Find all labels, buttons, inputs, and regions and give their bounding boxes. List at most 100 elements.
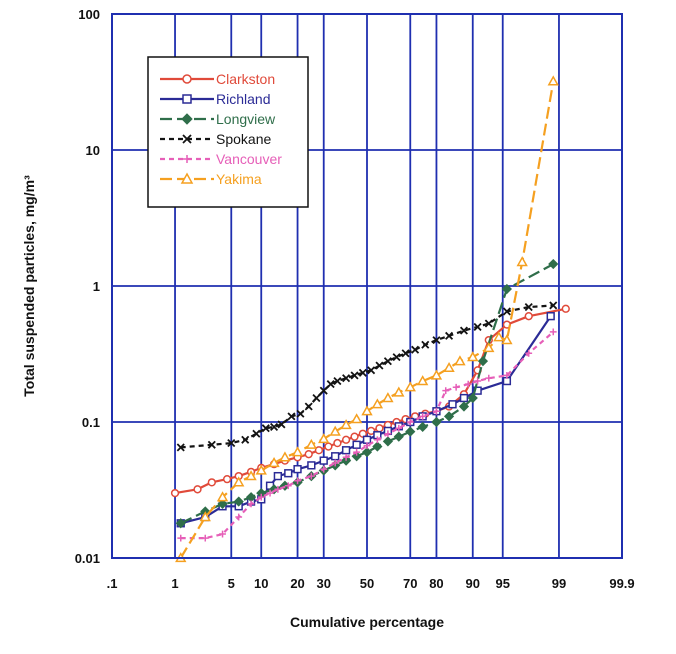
series-line-richland <box>180 315 552 525</box>
point-vancouver-26 <box>485 374 493 382</box>
point-vancouver-2 <box>219 530 226 538</box>
tick-label-layer: .1 1 5 10 20 30 50 70 80 90 95 99 99.9 0.01 0.1 1 10 100 <box>75 7 635 591</box>
point-spokane-7 <box>277 420 286 429</box>
point-spokane-9 <box>296 409 305 418</box>
x-tick-label-95: 95 <box>495 576 509 591</box>
point-spokane-3 <box>241 435 250 444</box>
series-line-vancouver <box>180 331 555 540</box>
point-clarkston-12 <box>324 442 333 451</box>
point-yakima-15 <box>371 398 384 409</box>
point-clarkston-14 <box>341 435 351 444</box>
point-vancouver-6 <box>266 489 274 497</box>
point-spokane-24 <box>421 340 430 349</box>
y-tick-label-10: 10 <box>86 143 100 158</box>
point-vancouver-3 <box>235 513 243 521</box>
point-vancouver-7 <box>274 485 282 493</box>
legend-label-richland: Richland <box>216 91 270 107</box>
point-vancouver-8 <box>284 482 292 490</box>
point-richland-10 <box>307 461 316 470</box>
point-clarkston-31 <box>561 304 570 313</box>
point-longview-0 <box>175 518 186 529</box>
legend-marker-yakima <box>180 172 194 184</box>
point-yakima-28 <box>547 75 559 86</box>
point-longview-22 <box>458 401 470 412</box>
point-spokane-25 <box>432 336 441 345</box>
series-vancouver <box>177 328 557 542</box>
point-yakima-12 <box>340 419 352 430</box>
point-vancouver-25 <box>474 377 482 385</box>
point-vancouver-27 <box>503 372 511 379</box>
x-tick-label-99: 99 <box>552 576 566 591</box>
x-tick-label-90: 90 <box>466 576 480 591</box>
point-richland-7 <box>273 471 283 481</box>
legend-label-clarkston: Clarkston <box>216 71 275 87</box>
point-richland-11 <box>319 456 328 465</box>
point-yakima-9 <box>305 438 318 449</box>
x-tick-label-99-9: 99.9 <box>609 576 634 591</box>
point-spokane-12 <box>319 386 328 395</box>
point-yakima-17 <box>393 386 405 397</box>
point-vancouver-22 <box>442 387 450 395</box>
point-clarkston-2 <box>207 478 216 487</box>
point-spokane-8 <box>287 412 296 421</box>
legend-marker-clarkston <box>182 74 192 84</box>
x-tick-label-80: 80 <box>429 576 443 591</box>
point-clarkston-17 <box>366 426 376 436</box>
x-tick-label-30: 30 <box>316 576 330 591</box>
point-longview-23 <box>467 392 478 404</box>
point-longview-15 <box>372 441 383 452</box>
legend-label-longview: Longview <box>216 111 276 127</box>
point-longview-25 <box>501 283 513 295</box>
point-yakima-8 <box>291 446 304 457</box>
point-vancouver-17 <box>384 430 392 438</box>
point-yakima-1 <box>199 511 211 522</box>
point-spokane-2 <box>227 439 236 448</box>
legend-box <box>147 56 309 208</box>
legend-label-yakima: Yakima <box>216 171 262 187</box>
point-longview-2 <box>217 498 228 509</box>
point-yakima-24 <box>483 342 495 353</box>
point-richland-15 <box>362 435 372 444</box>
point-spokane-11 <box>312 394 321 403</box>
point-vancouver-23 <box>452 383 460 391</box>
point-yakima-7 <box>279 451 291 462</box>
x-tick-label-20: 20 <box>290 576 304 591</box>
point-spokane-21 <box>392 353 401 362</box>
point-spokane-23 <box>411 345 420 354</box>
point-spokane-13 <box>326 380 335 389</box>
point-vancouver-5 <box>257 493 265 501</box>
legend-label-spokane: Spokane <box>216 131 271 147</box>
point-spokane-22 <box>401 349 410 358</box>
x-tick-label-70: 70 <box>403 576 417 591</box>
y-tick-label-100: 100 <box>78 7 100 22</box>
point-spokane-30 <box>502 307 511 316</box>
point-richland-8 <box>284 469 293 478</box>
point-longview-21 <box>443 411 455 422</box>
x-tick-label-10: 10 <box>254 576 268 591</box>
point-yakima-10 <box>318 433 330 444</box>
point-yakima-18 <box>404 381 416 392</box>
legend-label-vancouver: Vancouver <box>216 151 282 167</box>
point-vancouver-0 <box>177 534 185 542</box>
x-tick-label-1: 1 <box>171 576 178 591</box>
legend-marker-longview <box>181 113 193 125</box>
point-spokane-32 <box>549 301 558 310</box>
point-vancouver-16 <box>373 436 381 444</box>
series-yakima <box>175 75 559 563</box>
point-richland-14 <box>352 440 361 449</box>
point-richland-22 <box>448 400 457 409</box>
grid-layer <box>112 14 622 558</box>
point-clarkston-0 <box>170 488 180 498</box>
point-longview-6 <box>268 484 280 495</box>
legend-marker-richland <box>182 94 192 104</box>
point-yakima-20 <box>430 369 443 380</box>
point-vancouver-20 <box>419 412 427 420</box>
point-spokane-31 <box>524 303 533 312</box>
point-vancouver-19 <box>406 418 414 426</box>
point-longview-19 <box>417 421 428 433</box>
point-longview-14 <box>361 447 373 458</box>
point-spokane-5 <box>261 424 270 433</box>
legend: Clarkston Richland Longview Spokane Vancouve… <box>147 56 309 208</box>
point-spokane-19 <box>375 361 384 370</box>
point-yakima-23 <box>467 351 479 362</box>
